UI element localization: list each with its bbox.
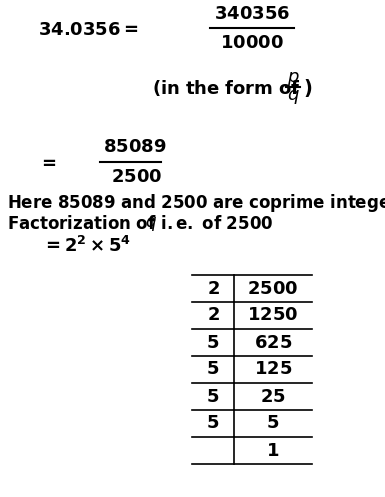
Text: $\mathbf{)}$: $\mathbf{)}$ [303, 77, 312, 99]
Text: $\mathbf{5}$: $\mathbf{5}$ [206, 414, 219, 432]
Text: $\mathbf{1}$: $\mathbf{1}$ [266, 441, 280, 460]
Text: $\mathbf{2}$: $\mathbf{2}$ [207, 307, 219, 325]
Text: $\mathbf{25}$: $\mathbf{25}$ [260, 388, 286, 406]
Text: $\mathbf{=}$: $\mathbf{=}$ [38, 153, 57, 171]
Text: $\mathbf{2}$: $\mathbf{2}$ [207, 279, 219, 298]
Text: $\mathbf{10000}$: $\mathbf{10000}$ [220, 34, 284, 52]
Text: $\mathbf{5}$: $\mathbf{5}$ [266, 414, 280, 432]
Text: $\mathbf{\ i.e.\ of\ 2500}$: $\mathbf{\ i.e.\ of\ 2500}$ [155, 215, 273, 233]
Text: $\mathbf{2500}$: $\mathbf{2500}$ [248, 279, 299, 298]
Text: $\mathbf{Here\ 85089\ and\ 2500\ are\ coprime\ integers.}$: $\mathbf{Here\ 85089\ and\ 2500\ are\ co… [7, 192, 385, 214]
Text: $\mathbf{= 2^2 \times 5^4}$: $\mathbf{= 2^2 \times 5^4}$ [42, 236, 131, 256]
Text: $\mathbf{125}$: $\mathbf{125}$ [254, 360, 292, 379]
Text: $\mathbf{340356}$: $\mathbf{340356}$ [214, 5, 290, 23]
Text: $\mathbf{Factorization\ of\ }$: $\mathbf{Factorization\ of\ }$ [7, 215, 157, 233]
Text: $\mathit{q}$: $\mathit{q}$ [286, 88, 300, 106]
Text: $\mathbf{5}$: $\mathbf{5}$ [206, 333, 219, 351]
Text: $\mathbf{85089}$: $\mathbf{85089}$ [103, 138, 166, 156]
Text: $\mathbf{5}$: $\mathbf{5}$ [206, 388, 219, 406]
Text: $\mathbf{2500}$: $\mathbf{2500}$ [111, 168, 162, 186]
Text: $\mathit{p}$: $\mathit{p}$ [287, 70, 299, 88]
Text: $\mathbf{625}$: $\mathbf{625}$ [254, 333, 292, 351]
Text: $\mathbf{34.0356 = }$: $\mathbf{34.0356 = }$ [38, 21, 139, 39]
Text: $\mathbf{5}$: $\mathbf{5}$ [206, 360, 219, 379]
Text: $\mathbf{1250}$: $\mathbf{1250}$ [248, 307, 299, 325]
Text: $\mathbf{(in\ the\ form\ of}$: $\mathbf{(in\ the\ form\ of}$ [152, 78, 301, 98]
Text: $\mathit{q}$: $\mathit{q}$ [145, 215, 157, 233]
